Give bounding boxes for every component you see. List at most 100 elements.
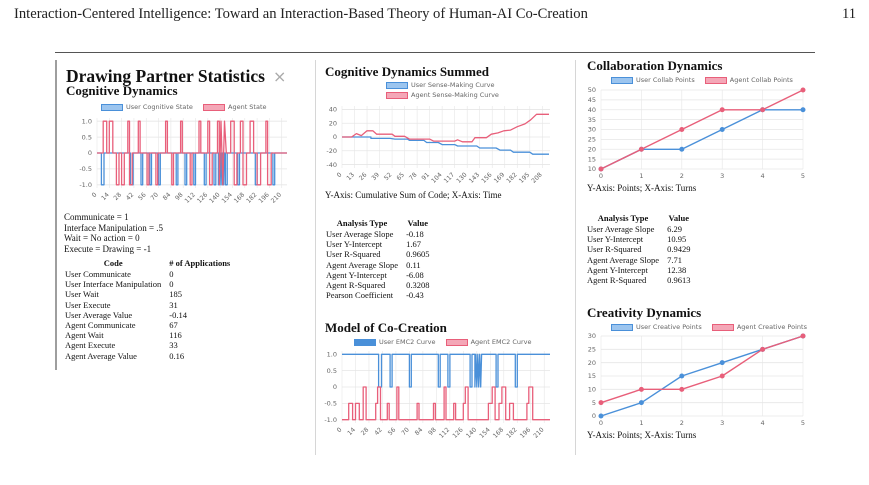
y-tick-label: 15: [588, 155, 596, 163]
series-line-agent: [342, 113, 549, 143]
table-row: Agent Average Slope 7.71: [583, 255, 694, 265]
table-cell-value: 185: [169, 289, 183, 300]
data-point-agent: [638, 146, 644, 152]
cognitive-dynamics-chart: 1.00.50-0.5-1.00 14 28 42 56 70 84 98 112 126 140 1…: [79, 117, 287, 205]
y-tick-label: 15: [588, 372, 596, 380]
x-tick-label: 195: [518, 171, 531, 184]
x-tick-label: 65: [395, 171, 406, 182]
table-row: Agent R-Squared 0.3208: [322, 280, 433, 290]
data-point-agent: [638, 386, 644, 392]
data-point-user: [638, 400, 644, 406]
creativity-chart: 0 5 10 15 20 25 30 0 1 2 3 4 5: [588, 332, 806, 427]
table-cell-label: Agent Wait: [65, 330, 104, 341]
legend-swatch-user-collab[interactable]: [611, 76, 633, 84]
x-tick-label: 13: [345, 171, 356, 182]
cognitive-dynamics-legend: User Cognitive State Agent State: [101, 103, 275, 111]
table-row: Agent Y-Intercept 12.38: [583, 265, 694, 275]
emc2-legend: User EMC2 Curve Agent EMC2 Curve: [354, 338, 540, 346]
table-cell-label: User Interface Manipulation: [65, 279, 162, 290]
x-tick-label: 42: [125, 191, 136, 202]
panel-title-row: Drawing Partner Statistics ×: [66, 66, 286, 87]
col-header-code: Code: [103, 258, 123, 268]
y-tick-label: 1.0: [82, 117, 92, 125]
col-header-analysis-type: Analysis Type: [336, 218, 388, 228]
x-tick-label: 78: [408, 171, 419, 182]
y-tick-label: -0.5: [79, 165, 92, 173]
legend-swatch-user-creative[interactable]: [611, 323, 633, 331]
legend-swatch-agent-collab[interactable]: [704, 76, 727, 84]
table-row: User R-Squared 0.9429: [583, 244, 694, 254]
y-tick-label: 0: [88, 149, 92, 157]
table-cell-value: 0: [169, 279, 174, 290]
table-cell-label: User R-Squared: [326, 249, 381, 260]
table-cell-value: 12.38: [667, 264, 687, 275]
table-cell-label: Agent Communicate: [65, 320, 136, 331]
x-tick-label: 5: [801, 172, 805, 180]
x-tick-label: 196: [519, 426, 532, 439]
col-header-applications: # of Applications: [169, 258, 231, 268]
col-header-value-2: Value: [668, 213, 689, 223]
legend-swatch-agent[interactable]: [203, 103, 225, 111]
x-tick-label: 14: [346, 426, 357, 437]
x-tick-label: 112: [438, 426, 451, 439]
x-tick-label: 0: [91, 191, 99, 199]
legend-label-agent: Agent State: [228, 103, 267, 111]
legend-label-user-emc2: User EMC2 Curve: [379, 338, 436, 346]
x-tick-label: 3: [720, 419, 724, 427]
legend-label-user-creative: User Creative Points: [636, 323, 702, 331]
series-line-agent: [342, 386, 550, 421]
table-cell-value: 33: [169, 340, 178, 351]
sense-making-legend: User Sense-Making Curve Agent Sense-Maki…: [386, 80, 507, 100]
table-row: User Average Slope 6.29: [583, 224, 694, 234]
collab-analysis-table: Analysis Type Value User Average Slope 6.…: [583, 213, 694, 285]
close-icon[interactable]: ×: [272, 67, 287, 86]
x-tick-label: 156: [480, 171, 493, 184]
model-co-creation-chart: 1.00.50-0.5-1.00 14 28 42 56 70 84 98 112 126 140 1…: [324, 350, 550, 440]
series-line-agent: [600, 89, 804, 170]
table-cell-label: Agent Average Slope: [326, 259, 399, 270]
x-tick-label: 182: [505, 426, 518, 439]
table-row: User Execute 31: [61, 300, 234, 310]
running-title: Interaction-Centered Intelligence: Towar…: [14, 6, 588, 22]
y-tick-label: -1.0: [79, 181, 92, 189]
legend-swatch-agent-sense[interactable]: [386, 91, 408, 99]
running-head: Interaction-Centered Intelligence: Towar…: [14, 6, 856, 23]
y-tick-label: 0: [333, 383, 337, 391]
legend-label-agent-emc2: Agent EMC2 Curve: [470, 338, 532, 346]
code-applications-table: Code # of Applications User Communicate 0…: [61, 258, 234, 361]
table-cell-value: 31: [169, 299, 178, 310]
cognitive-summed-title: Cognitive Dynamics Summed: [325, 64, 489, 79]
x-tick-label: 98: [174, 191, 185, 202]
x-tick-label: 117: [443, 171, 456, 184]
y-tick-label: 0: [592, 412, 596, 420]
table-row: Agent Average Slope 0.11: [322, 260, 433, 270]
data-point-agent: [598, 166, 604, 172]
page-number: 11: [841, 6, 856, 22]
legend-swatch-user-emc2[interactable]: [354, 338, 376, 346]
legend-swatch-user[interactable]: [101, 103, 123, 111]
data-point-agent: [760, 346, 766, 352]
x-tick-label: 1: [639, 172, 643, 180]
table-cell-value: 7.71: [667, 254, 682, 265]
x-tick-label: 4: [761, 419, 765, 427]
table-cell-value: 0.9605: [406, 249, 430, 260]
table-row: User Wait 185: [61, 289, 234, 299]
x-tick-label: 140: [208, 191, 221, 204]
x-tick-label: 126: [196, 191, 209, 204]
legend-swatch-user-sense[interactable]: [386, 81, 408, 89]
legend-label-user: User Cognitive State: [126, 103, 193, 111]
legend-swatch-agent-emc2[interactable]: [445, 338, 468, 346]
table-cell-label: Agent Y-Intercept: [326, 269, 387, 280]
table-row: Agent Execute 33: [61, 340, 234, 350]
x-tick-label: 2: [680, 419, 684, 427]
data-point-user: [598, 413, 604, 419]
summed-dynamics-panel: Cognitive Dynamics Summed User Sense-Mak…: [318, 60, 566, 455]
table-cell-value: -6.08: [406, 269, 424, 280]
note-interface-manipulation: Interface Manipulation = .5: [64, 222, 164, 233]
legend-swatch-agent-creative[interactable]: [711, 323, 734, 331]
table-cell-label: User R-Squared: [587, 244, 642, 255]
x-tick-label: 182: [505, 171, 518, 184]
table-row: Agent Average Value 0.16: [61, 351, 234, 361]
